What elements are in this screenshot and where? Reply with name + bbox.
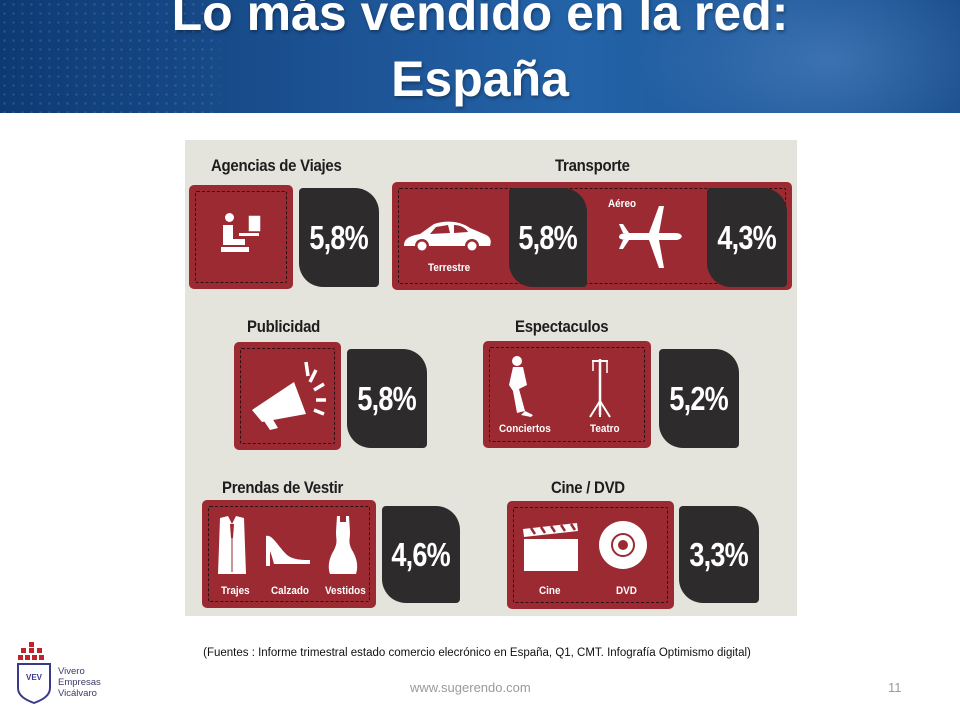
dress-icon	[328, 516, 358, 574]
label-trajes: Trajes	[221, 585, 250, 597]
header-dot-pattern	[0, 0, 220, 113]
panel-cine	[507, 501, 674, 609]
category-title-transporte: Transporte	[555, 156, 630, 175]
suit-icon	[218, 516, 246, 574]
label-teatro: Teatro	[590, 423, 620, 435]
vev-crest-icon: VEV	[17, 642, 51, 705]
slide-title-line1: Lo más vendido en la red:	[171, 0, 789, 41]
label-calzado: Calzado	[271, 585, 309, 597]
percent-espectaculos: 5,2%	[659, 349, 739, 448]
percent-terrestre: 5,8%	[509, 188, 587, 287]
panel-prendas	[202, 500, 376, 608]
theater-stand-icon	[589, 359, 611, 418]
slide-title: Lo más vendido en la red: España	[0, 0, 960, 112]
car-icon	[404, 221, 491, 253]
footer-website: www.sugerendo.com	[410, 680, 531, 695]
logo-abbrev: VEV	[26, 673, 43, 682]
panel-agencias	[189, 185, 293, 289]
megaphone-icon	[252, 361, 326, 430]
percent-aereo: 4,3%	[707, 188, 787, 287]
dancer-icon	[509, 356, 533, 417]
percent-prendas: 4,6%	[382, 506, 460, 603]
page-number: 11	[888, 680, 902, 695]
vev-logo: VEV Vivero Empresas Vicálvaro	[14, 640, 124, 706]
label-terrestre: Terrestre	[428, 262, 471, 274]
source-note: (Fuentes : Informe trimestral estado com…	[0, 647, 960, 659]
slide-title-line2: España	[391, 51, 569, 107]
label-vestidos: Vestidos	[325, 585, 366, 597]
panel-espectaculos	[483, 341, 651, 448]
category-title-prendas: Prendas de Vestir	[222, 478, 344, 497]
clapperboard-icon	[523, 523, 578, 571]
source-note-text: (Fuentes : Informe trimestral estado com…	[203, 647, 751, 659]
logo-text: Vivero Empresas Vicálvaro	[58, 666, 101, 699]
logo-line3: Vicálvaro	[58, 688, 97, 699]
header-glow	[620, 0, 960, 113]
percent-cine: 3,3%	[679, 506, 759, 603]
high-heel-icon	[266, 535, 310, 566]
dvd-disc-icon	[599, 521, 647, 569]
label-aereo: Aéreo	[608, 198, 637, 210]
category-title-agencias: Agencias de Viajes	[211, 156, 342, 175]
label-conciertos: Conciertos	[499, 423, 551, 435]
category-title-espectaculos: Espectaculos	[515, 317, 609, 336]
slide-header: Lo más vendido en la red: España	[0, 0, 960, 113]
percent-agencias: 5,8%	[299, 188, 379, 287]
airplane-icon	[619, 206, 682, 268]
infographic: Agencias de Viajes 5,8% Transporte Terre…	[185, 140, 797, 616]
label-cine: Cine	[539, 585, 561, 597]
category-title-cine: Cine / DVD	[551, 478, 625, 497]
percent-publicidad: 5,8%	[347, 349, 427, 448]
label-dvd: DVD	[616, 585, 637, 597]
travel-agent-icon	[221, 213, 262, 252]
category-title-publicidad: Publicidad	[247, 317, 321, 336]
logo-line1: Vivero	[58, 666, 85, 677]
logo-line2: Empresas	[58, 677, 101, 688]
panel-publicidad	[234, 342, 341, 450]
